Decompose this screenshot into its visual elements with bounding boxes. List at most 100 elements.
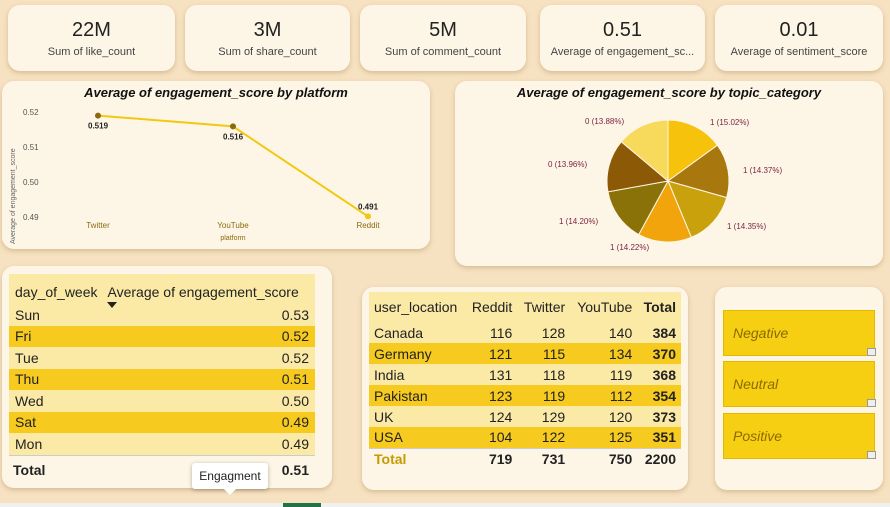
pie-chart-card[interactable]: Average of engagement_score by topic_cat… (455, 81, 883, 266)
slice-label: 1 (15.02%) (710, 118, 749, 127)
data-label: 0.519 (88, 122, 109, 131)
day-cell: Thu (15, 371, 40, 388)
total-row: Total 0.51 (9, 454, 315, 481)
pie-slice[interactable] (667, 119, 719, 182)
day-cell: Fri (15, 328, 32, 345)
tooltip-pointer (224, 489, 236, 495)
kpi-label: Sum of share_count (218, 46, 317, 58)
slicer-item-negative[interactable]: Negative (723, 310, 876, 356)
kpi-value: 0.51 (603, 19, 642, 41)
value-cell: 0.51 (281, 371, 309, 388)
slice-label: 1 (14.22%) (610, 243, 649, 252)
line-chart-card[interactable]: Average of engagement_score by platform … (2, 81, 430, 249)
slicer-item-positive[interactable]: Positive (723, 413, 876, 459)
y-tick: 0.51 (23, 143, 39, 152)
page-tab-active[interactable] (283, 503, 321, 507)
slicer-handle[interactable] (867, 451, 876, 459)
column-header[interactable]: Twitter (523, 299, 566, 315)
value-cell: 115 (542, 345, 566, 362)
value-cell: 0.52 (281, 349, 309, 366)
table-row[interactable]: Germany 121 115 134 370 (369, 343, 681, 364)
data-point[interactable] (95, 112, 101, 119)
total-label: Total (13, 461, 46, 478)
table-row[interactable]: Canada 116 128 140 384 (369, 322, 681, 343)
value-cell: 0.49 (281, 414, 309, 431)
sort-arrow-icon[interactable] (107, 302, 117, 308)
location-cell: Canada (374, 324, 424, 341)
day-cell: Wed (15, 392, 44, 409)
table-row[interactable]: Wed 0.50 (9, 390, 315, 412)
location-cell: Germany (374, 345, 432, 362)
value-cell: 119 (609, 366, 633, 383)
kpi-card-sentiment[interactable]: 0.01 Average of sentiment_score (715, 5, 883, 71)
total-cell: 719 (488, 450, 513, 467)
table-row[interactable]: Sun 0.53 (9, 304, 315, 326)
column-header[interactable]: Reddit (471, 299, 513, 315)
column-header[interactable]: YouTube (577, 299, 633, 315)
slicer-handle[interactable] (867, 399, 876, 407)
sentiment-slicer[interactable]: Negative Neutral Positive (715, 287, 883, 490)
table-row[interactable]: Tue 0.52 (9, 347, 315, 369)
table-row[interactable]: Pakistan 123 119 112 354 (369, 385, 681, 406)
value-cell: 354 (652, 387, 676, 404)
column-header[interactable]: day_of_week (15, 284, 98, 300)
column-header[interactable]: Average of engagement_score (107, 284, 299, 300)
kpi-label: Sum of like_count (47, 46, 136, 58)
slicer-item-neutral[interactable]: Neutral (723, 361, 876, 407)
column-header[interactable]: Total (643, 299, 676, 315)
kpi-card-engagement[interactable]: 0.51 Average of engagement_sc... (540, 5, 705, 71)
slicer-handle[interactable] (867, 348, 876, 356)
table-row[interactable]: Thu 0.51 (9, 368, 315, 390)
column-header[interactable]: user_location (374, 299, 458, 315)
kpi-card-comments[interactable]: 5M Sum of comment_count (360, 5, 526, 71)
table-row[interactable]: Fri 0.52 (9, 325, 315, 347)
value-cell: 125 (608, 429, 633, 446)
value-cell: 104 (488, 429, 513, 446)
slice-label: 1 (14.20%) (559, 217, 598, 226)
table-row[interactable]: India 131 118 119 368 (369, 364, 681, 385)
kpi-value: 3M (253, 19, 282, 41)
total-label: Total (374, 450, 407, 467)
value-cell: 129 (541, 408, 566, 425)
kpi-label: Sum of comment_count (384, 46, 502, 58)
value-cell: 373 (652, 408, 676, 425)
value-cell: 124 (488, 408, 513, 425)
slicer-label: Positive (733, 428, 783, 444)
table-row[interactable]: Sat 0.49 (9, 411, 315, 433)
data-point[interactable] (230, 123, 236, 130)
slice-label: 0 (13.96%) (548, 160, 587, 169)
x-axis-label: platform (220, 235, 245, 242)
line-chart: Average of engagement_score 0.52 0.51 0.… (10, 108, 380, 244)
table-row[interactable]: UK 124 129 120 373 (369, 406, 681, 427)
location-matrix-card[interactable]: user_location Reddit Twitter YouTube Tot… (362, 287, 688, 490)
kpi-card-likes[interactable]: 22M Sum of like_count (8, 5, 175, 71)
value-cell: 370 (652, 345, 676, 362)
value-cell: 119 (542, 387, 566, 404)
pie-chart-title: Average of engagement_score by topic_cat… (516, 85, 822, 100)
kpi-label: Average of sentiment_score (730, 46, 868, 58)
value-cell: 0.53 (281, 306, 309, 323)
kpi-value: 22M (72, 19, 111, 41)
pie-slice[interactable] (607, 180, 669, 236)
y-tick: 0.49 (23, 213, 39, 222)
slice-label: 0 (13.88%) (585, 117, 624, 126)
pie-slice[interactable] (666, 144, 730, 199)
kpi-card-shares[interactable]: 3M Sum of share_count (185, 5, 350, 71)
kpi-value: 5M (429, 19, 457, 41)
pie-slice[interactable] (620, 119, 669, 183)
location-matrix: user_location Reddit Twitter YouTube Tot… (369, 292, 681, 469)
x-tick: Reddit (356, 221, 380, 230)
value-cell: 122 (541, 429, 566, 446)
pie-chart: 1 (15.02%) 1 (14.37%) 1 (14.35%) 1 (14.2… (548, 117, 782, 252)
data-point[interactable] (365, 213, 371, 220)
table-row[interactable]: Mon 0.49 (9, 433, 315, 455)
slicer-label: Neutral (733, 376, 779, 392)
table-row[interactable]: USA 104 122 125 351 (369, 427, 681, 448)
day-table: day_of_week Average of engagement_score … (9, 274, 315, 455)
pie-slice[interactable] (638, 179, 693, 243)
day-table-card[interactable]: day_of_week Average of engagement_score … (2, 266, 332, 488)
pie-slice[interactable] (606, 141, 670, 193)
value-cell: 116 (489, 324, 513, 341)
value-cell: 112 (609, 387, 633, 404)
pie-slice[interactable] (667, 180, 728, 238)
